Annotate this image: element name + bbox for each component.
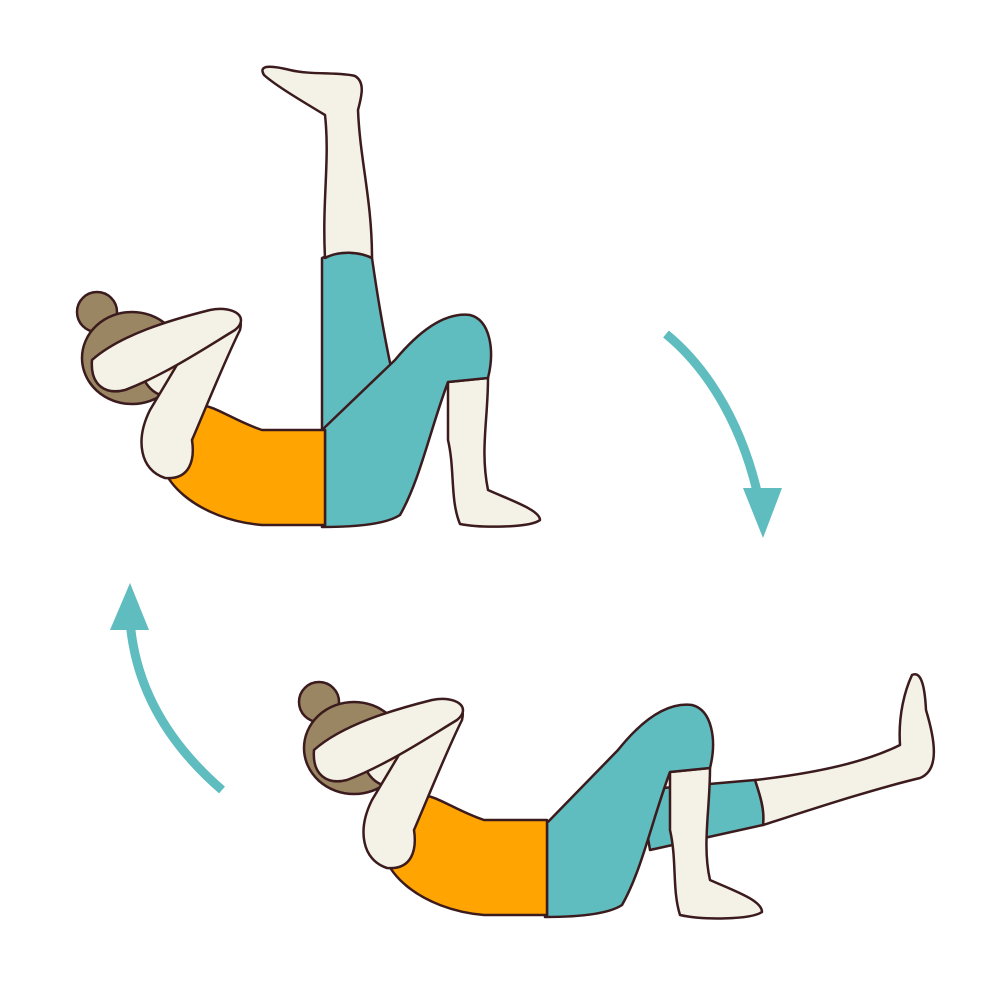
upper-body xyxy=(297,680,549,917)
raised-calf xyxy=(261,65,374,260)
figure-top xyxy=(75,65,542,529)
figure-bottom xyxy=(297,673,936,920)
arrow-down xyxy=(663,330,782,538)
bent-thigh xyxy=(320,313,493,529)
bent-shin xyxy=(668,766,764,920)
upper-body xyxy=(75,290,327,527)
bent-thigh xyxy=(543,703,715,919)
arrow-up xyxy=(110,583,225,794)
bent-shin xyxy=(446,376,542,528)
extended-calf xyxy=(753,673,936,827)
